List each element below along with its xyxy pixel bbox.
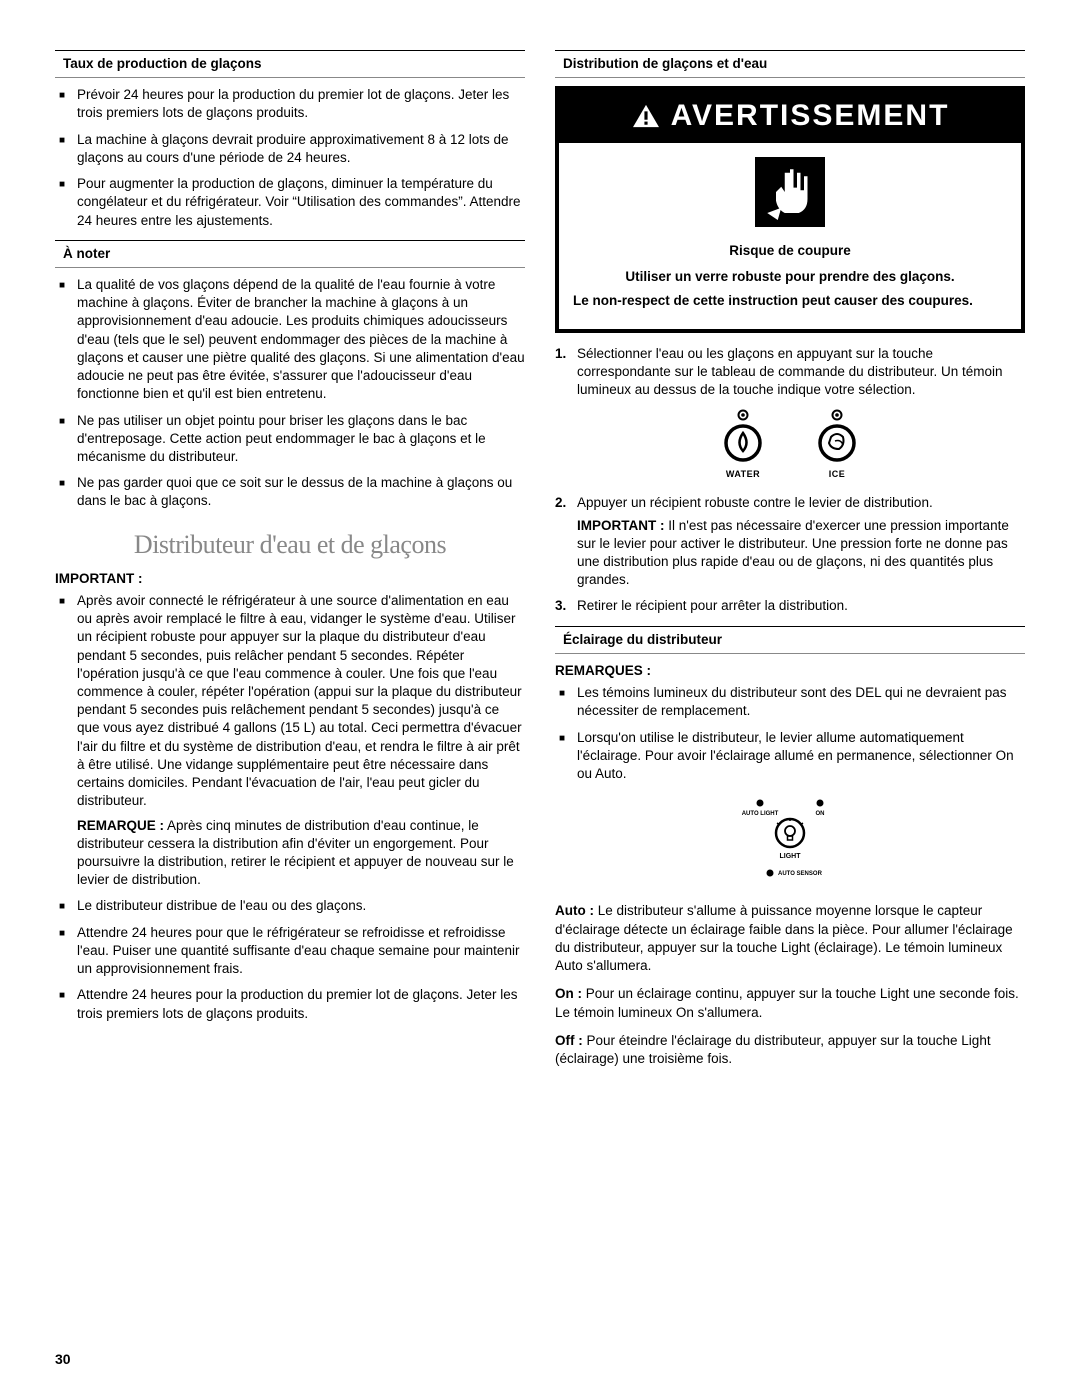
page-number: 30: [55, 1350, 71, 1369]
section-header-light: Éclairage du distributeur: [555, 626, 1025, 654]
on-paragraph: On : Pour un éclairage continu, appuyer …: [555, 985, 1025, 1021]
list-item: Après avoir connecté le réfrigérateur à …: [77, 592, 525, 890]
important-list: Après avoir connecté le réfrigérateur à …: [55, 592, 525, 1023]
auto-paragraph: Auto : Le distributeur s'allume à puissa…: [555, 902, 1025, 975]
section-header-note: À noter: [55, 240, 525, 268]
step-item: 2. Appuyer un récipient robuste contre l…: [577, 494, 1025, 589]
ice-button-icon: [815, 409, 859, 465]
list-item: Ne pas garder quoi que ce soit sur le de…: [77, 474, 525, 510]
right-column: Distribution de glaçons et d'eau AVERTIS…: [555, 50, 1025, 1367]
warning-line-1: Utiliser un verre robuste pour prendre d…: [573, 268, 1007, 286]
panel-on-label: ON: [816, 811, 825, 817]
list-item: La qualité de vos glaçons dépend de la q…: [77, 276, 525, 404]
ice-label: ICE: [829, 468, 846, 480]
warning-banner-text: AVERTISSEMENT: [671, 96, 950, 137]
warning-banner: AVERTISSEMENT: [559, 90, 1021, 143]
item-text: Après avoir connecté le réfrigérateur à …: [77, 593, 522, 808]
off-paragraph: Off : Pour éteindre l'éclairage du distr…: [555, 1032, 1025, 1068]
list-item: Prévoir 24 heures pour la production du …: [77, 86, 525, 122]
light-panel-diagram: AUTO LIGHT ON LIGHT AUTO SENSOR: [555, 793, 1025, 888]
list-item: Pour augmenter la production de glaçons,…: [77, 175, 525, 230]
panel-sensor-label: AUTO SENSOR: [778, 871, 823, 877]
steps-list-2: 2. Appuyer un récipient robuste contre l…: [555, 494, 1025, 615]
remarques-label: REMARQUES :: [555, 662, 1025, 680]
steps-list: 1.Sélectionner l'eau ou les glaçons en a…: [555, 345, 1025, 400]
list-item: Ne pas utiliser un objet pointu pour bri…: [77, 412, 525, 467]
step-text: Retirer le récipient pour arrêter la dis…: [577, 598, 848, 613]
step-item: 3.Retirer le récipient pour arrêter la d…: [577, 597, 1025, 615]
on-label: On :: [555, 986, 582, 1001]
warning-triangle-icon: [631, 103, 661, 129]
remarques-list: Les témoins lumineux du distributeur son…: [555, 684, 1025, 783]
important-label: IMPORTANT :: [55, 570, 525, 588]
warning-box: AVERTISSEMENT Risque de coupure Utiliser…: [555, 86, 1025, 332]
list-item: Les témoins lumineux du distributeur son…: [577, 684, 1025, 720]
list-item: Attendre 24 heures pour la production du…: [77, 986, 525, 1022]
warning-title: Risque de coupure: [573, 242, 1007, 260]
step-item: 1.Sélectionner l'eau ou les glaçons en a…: [577, 345, 1025, 400]
auto-label: Auto :: [555, 903, 594, 918]
water-button-icon: [721, 409, 765, 465]
production-list: Prévoir 24 heures pour la production du …: [55, 86, 525, 230]
list-item: Attendre 24 heures pour que le réfrigéra…: [77, 924, 525, 979]
list-item: Le distributeur distribue de l'eau ou de…: [77, 897, 525, 915]
panel-light-label: LIGHT: [780, 853, 802, 860]
off-text: Pour éteindre l'éclairage du distributeu…: [555, 1033, 991, 1066]
panel-auto-light-label: AUTO LIGHT: [742, 811, 779, 817]
list-item: La machine à glaçons devrait produire ap…: [77, 131, 525, 167]
section-header-production-rate: Taux de production de glaçons: [55, 50, 525, 78]
off-label: Off :: [555, 1033, 583, 1048]
cut-hand-icon: [755, 157, 825, 227]
left-column: Taux de production de glaçons Prévoir 24…: [55, 50, 525, 1367]
list-item: Lorsqu'on utilise le distributeur, le le…: [577, 729, 1025, 784]
step-text: Appuyer un récipient robuste contre le l…: [577, 495, 933, 510]
auto-text: Le distributeur s'allume à puissance moy…: [555, 903, 1013, 973]
warning-body: Risque de coupure Utiliser un verre robu…: [559, 143, 1021, 329]
step-text: Sélectionner l'eau ou les glaçons en app…: [577, 346, 1003, 397]
important-label-2: IMPORTANT :: [577, 518, 665, 533]
remarque-label: REMARQUE :: [77, 818, 164, 833]
distributeur-heading: Distributeur d'eau et de glaçons: [55, 527, 525, 562]
warning-line-2: Le non-respect de cette instruction peut…: [573, 292, 1007, 310]
water-label: WATER: [726, 468, 760, 480]
on-text: Pour un éclairage continu, appuyer sur l…: [555, 986, 1019, 1019]
water-ice-icons: WATER ICE: [555, 409, 1025, 480]
section-header-distribution: Distribution de glaçons et d'eau: [555, 50, 1025, 78]
note-list: La qualité de vos glaçons dépend de la q…: [55, 276, 525, 511]
